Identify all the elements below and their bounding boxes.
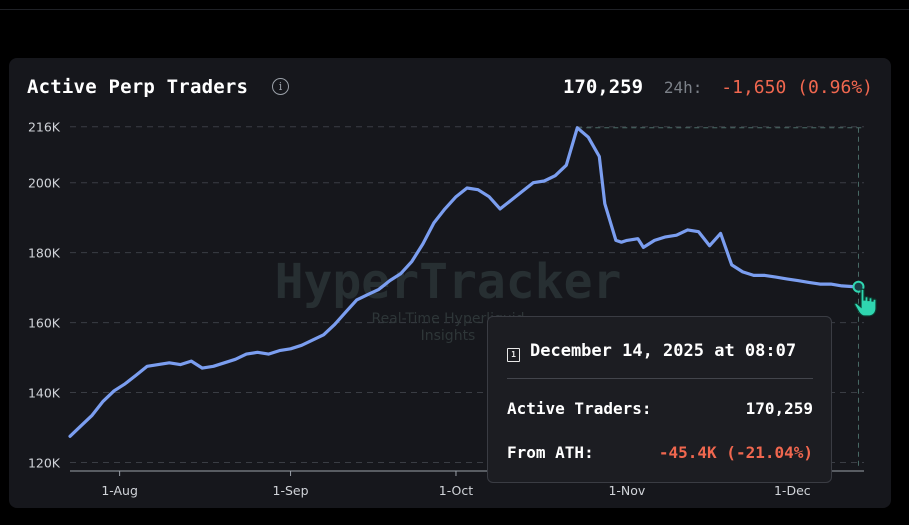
- tooltip-label: From ATH:: [507, 443, 594, 462]
- current-value: 170,259: [562, 76, 644, 98]
- tooltip-row-active-traders: Active Traders: 170,259: [507, 399, 813, 418]
- tooltip-row-from-ath: From ATH: -45.4K (-21.04%): [507, 443, 813, 462]
- tooltip-label: Active Traders:: [507, 399, 652, 418]
- x-tick-label: 1-Nov: [608, 483, 645, 498]
- watermark-tagline-1: Real-Time Hyperliquid: [371, 311, 524, 327]
- tooltip-divider: [507, 378, 813, 379]
- x-tick-label: 1-Sep: [273, 483, 309, 498]
- watermark-tagline-2: Insights: [421, 328, 476, 344]
- chart-title: Active Perp Traders: [27, 76, 249, 98]
- info-icon[interactable]: i: [272, 78, 289, 95]
- y-tick-label: 180K: [28, 246, 61, 261]
- x-tick-label: 1-Aug: [101, 483, 138, 498]
- hand-pointer-icon: [854, 288, 877, 317]
- tooltip-date-row: 1 December 14, 2025 at 08:07: [507, 341, 797, 362]
- y-tick-label: 160K: [28, 316, 61, 331]
- header-stats: 170,259 24h: -1,650 (0.96%): [563, 76, 873, 98]
- series-layer: [68, 126, 861, 438]
- tooltip: 1 December 14, 2025 at 08:07 Active Trade…: [487, 316, 832, 483]
- calendar-icon: 1: [507, 348, 520, 362]
- axis-layer: 120K 140K 160K 180K 200K 216K 1-Aug 1-Sep 1-Oct 1…: [28, 120, 864, 498]
- watermark-name: HyperTracker: [275, 254, 622, 310]
- y-tick-label: 140K: [28, 386, 61, 401]
- change-value: -1,650 (0.96%): [721, 77, 873, 98]
- change-period-label: 24h:: [663, 78, 703, 97]
- tooltip-value: -45.4K (-21.04%): [658, 443, 813, 462]
- tooltip-date: December 14, 2025 at 08:07: [530, 341, 797, 361]
- top-divider: [0, 9, 909, 10]
- x-tick-label: 1-Oct: [439, 483, 474, 498]
- series-line-active-traders: [68, 126, 861, 438]
- y-tick-label: 200K: [28, 176, 61, 191]
- y-tick-label: 120K: [28, 456, 61, 471]
- y-tick-label: 216K: [28, 120, 61, 135]
- tooltip-value: 170,259: [745, 399, 813, 418]
- watermark: HyperTracker Real-Time Hyperliquid Insig…: [275, 254, 622, 344]
- x-tick-label: 1-Dec: [774, 483, 811, 498]
